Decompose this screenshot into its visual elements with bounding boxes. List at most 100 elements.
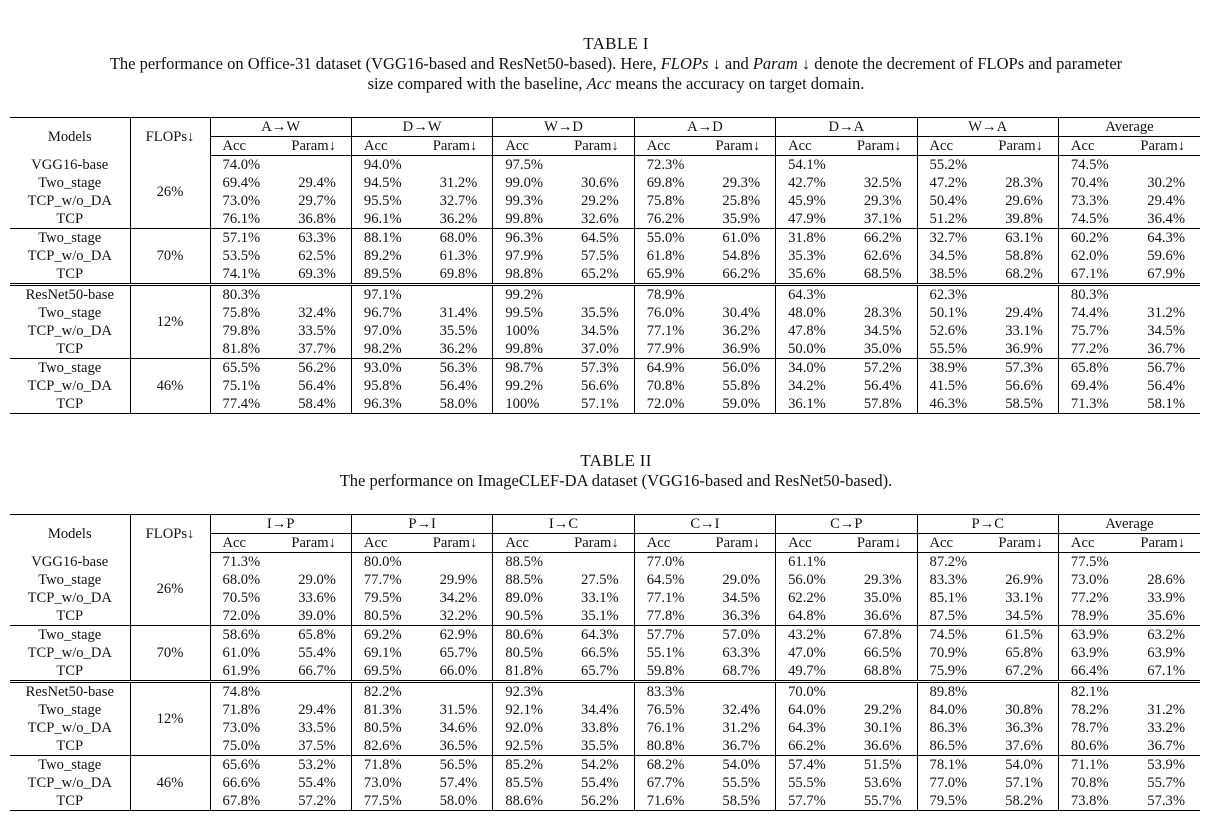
acc-value: 48.0% [788,305,826,321]
acc-value: 31.8% [788,230,826,246]
acc-value: 100% [492,395,559,414]
acc-value: 89.5% [351,265,418,286]
param-value [983,552,1059,571]
acc-value: 65.9% [634,265,701,286]
param-value: 66.2% [700,265,777,286]
model-name: TCP_w/o_DA [10,247,131,265]
param-value: 36.7% [1124,340,1200,359]
param-value: 61.5% [983,625,1059,644]
param-value [983,284,1059,304]
acc-value: 77.1% [646,590,685,606]
param-value: 26.9% [983,571,1059,589]
acc-value: 75.8% [222,305,261,321]
acc-value: 70.8% [646,378,685,394]
param-value: 68.7% [700,662,777,683]
param-value: 55.5% [700,774,777,792]
flops-value: 26% [130,552,211,626]
acc-value: 77.8% [634,607,701,626]
param-value: 31.2% [417,174,494,192]
param-value: 68.8% [841,662,918,683]
model-name: ResNet50-base [10,284,131,304]
acc-value: 63.9% [1070,645,1109,661]
param-value: 36.2% [700,322,777,340]
param-value: 32.6% [558,210,635,229]
param-value: 62.9% [417,625,494,644]
acc-value: 64.8% [775,607,842,626]
acc-value: 77.9% [634,340,701,359]
param-value [276,681,352,701]
acc-value: 74.8% [222,684,261,700]
header-group: Average [1058,514,1200,534]
header-group: W→A [917,117,1059,137]
param-value: 69.3% [276,265,352,286]
table-row: TCP_w/o_DA 70.5% 33.6% 79.5% 34.2% 89.0% 33.1%… [10,589,1200,607]
header-acc: Acc [492,136,559,156]
acc-value: 77.5% [1070,554,1109,570]
acc-value: 77.7% [363,572,402,588]
acc-value: 65.8% [1070,360,1109,376]
model-name: TCP [10,792,131,811]
acc-value: 77.1% [646,323,685,339]
param-value: 36.3% [700,607,777,626]
param-value: 58.1% [1124,395,1200,414]
param-value: 30.8% [983,701,1059,719]
acc-value: 98.2% [351,340,418,359]
param-value: 63.9% [1147,645,1185,661]
acc-value: 96.7% [363,305,402,321]
model-name: TCP_w/o_DA [10,377,131,395]
param-value: 63.3% [700,644,777,662]
table-row: Two_stage 71.8% 29.4% 81.3% 31.5% 92.1% 34.4% 7… [10,701,1200,719]
acc-value: 73.8% [1058,792,1125,811]
acc-value: 70.9% [929,645,968,661]
header-group: C→P [775,514,918,534]
param-value: 51.5% [841,755,918,774]
param-value: 56.3% [417,358,494,377]
acc-value: 71.3% [1058,395,1125,414]
table-row: TCP 72.0% 39.0% 80.5% 32.2% 90.5% 35.1% 77.8% 36… [10,607,1200,626]
acc-value: 62.0% [1070,248,1109,264]
acc-value: 36.1% [775,395,842,414]
acc-value: 88.5% [505,554,544,570]
param-value [841,552,918,571]
flops-value: 12% [130,284,211,359]
param-value: 54.0% [700,755,777,774]
param-value: 31.2% [1147,702,1185,718]
param-value: 57.3% [983,358,1059,377]
acc-value: 55.0% [646,230,685,246]
header-acc: Acc [634,533,701,553]
table-row: TCP 61.9% 66.7% 69.5% 66.0% 81.8% 65.7% 59.8% 68… [10,662,1200,683]
param-value: 67.1% [1124,662,1200,683]
param-value: 34.4% [558,701,635,719]
param-value [841,284,918,304]
model-name: Two_stage [10,358,131,377]
acc-value: 86.5% [917,737,984,756]
acc-value: 99.0% [505,175,544,191]
param-value: 34.5% [841,322,918,340]
acc-value: 96.3% [505,230,544,246]
acc-value: 77.0% [929,775,968,791]
param-value: 34.6% [417,719,494,737]
acc-value: 77.5% [351,792,418,811]
acc-value: 74.0% [222,157,261,173]
acc-value: 61.1% [788,554,826,570]
acc-value: 77.4% [210,395,277,414]
param-value: 35.0% [841,589,918,607]
table-row: TCP_w/o_DA 73.0% 29.7% 95.5% 32.7% 99.3% 29.2%… [10,192,1200,210]
param-value: 29.9% [417,571,494,589]
acc-value: 99.5% [505,305,544,321]
param-value: 30.4% [700,304,777,322]
flops-value: 26% [130,155,211,229]
param-value: 36.2% [417,210,494,229]
header-group: D→A [775,117,918,137]
model-name: TCP_w/o_DA [10,644,131,662]
param-value: 58.5% [700,792,777,811]
acc-value: 79.5% [363,590,402,606]
model-name: VGG16-base [10,155,131,174]
header-param: Param↓ [276,136,352,156]
header-param: Param↓ [983,136,1059,156]
acc-value: 95.5% [363,193,402,209]
param-value: 56.4% [417,377,494,395]
acc-value: 81.8% [492,662,559,683]
param-value: 37.7% [276,340,352,359]
acc-value: 57.7% [646,627,685,643]
